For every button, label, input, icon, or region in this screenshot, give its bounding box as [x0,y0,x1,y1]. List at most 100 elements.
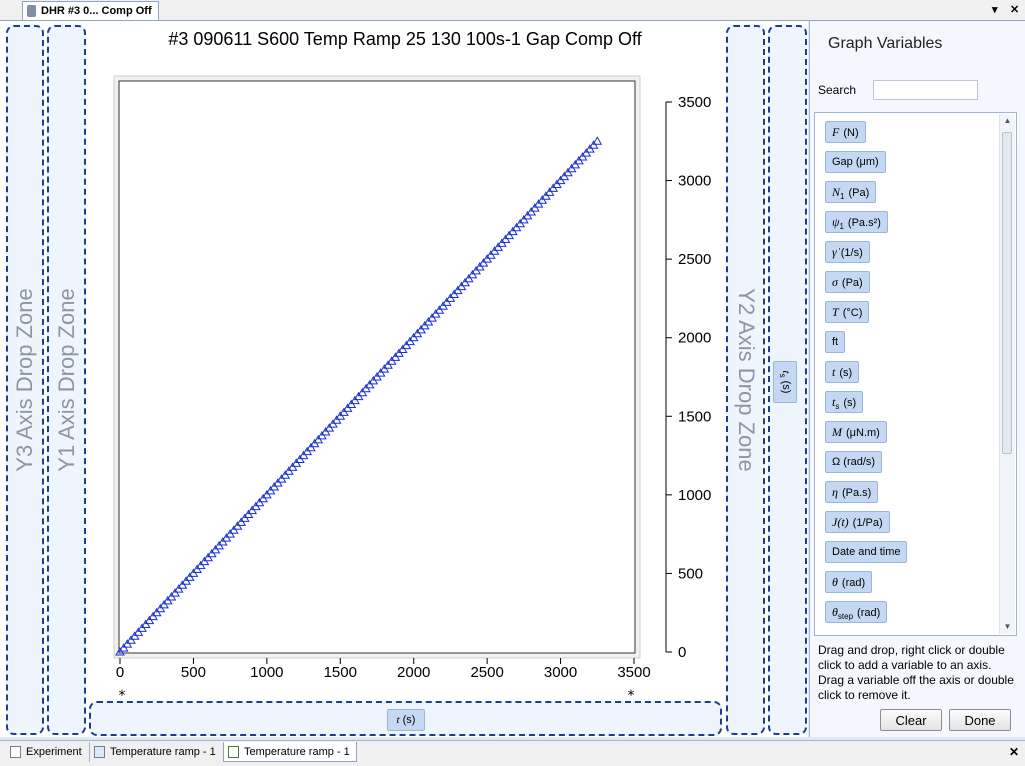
variable-chip[interactable]: ft [825,331,846,353]
corner-marks: * * [119,688,635,701]
y2-axis-drop-zone[interactable]: Y2 Axis Drop Zone [726,25,765,735]
variable-label: (Pa.s) [841,487,872,499]
variable-list: F (N) Gap (μm) N1 (Pa) ψ1 (Pa.s²) γ̇ (1/s) σ (Pa) T… [814,112,1017,636]
y3-axis-drop-zone[interactable]: Y3 Axis Drop Zone [6,25,44,735]
document-tab-label: DHR #3 0... Comp Off [41,5,152,17]
variable-label: (Pa) [848,187,870,199]
document-icon [27,5,36,17]
variable-chip[interactable]: t (s) [825,361,860,383]
variable-label: (Pa.s²) [847,217,881,229]
document-icon [10,746,21,758]
graph-icon [228,745,239,758]
variable-symbol: η [832,485,838,499]
variable-symbol: σ [832,275,838,289]
variable-chip[interactable]: J(t) (1/Pa) [825,511,890,533]
x-axis: 0 500 1000 1500 2000 2500 3000 3500 [116,658,651,681]
variable-label: Ω (rad/s) [832,456,876,468]
variable-label: (°C) [842,307,863,319]
y-tick-label: 0 [678,644,686,661]
y-right-axis-drop-zone[interactable]: ts (s) [768,25,807,735]
variable-symbol: T [832,305,839,319]
variable-label: Date and time [832,546,901,558]
variable-chip[interactable]: Ω (rad/s) [825,451,883,473]
variable-chip[interactable]: θstep (rad) [825,601,888,623]
y-tick-label: 2500 [678,251,711,268]
x-tick-label: 2500 [470,664,503,681]
variable-symbol: t [832,365,836,379]
variable-label: (Pa) [841,277,863,289]
x-tick-label: 0 [116,664,124,681]
clear-button[interactable]: Clear [880,709,942,731]
close-document-icon[interactable]: ✕ [1010,4,1020,16]
variable-symbol: γ̇ [832,245,837,259]
scroll-up-icon[interactable]: ▲ [1003,116,1012,125]
y-tick-label: 1000 [678,487,711,504]
document-tab[interactable]: DHR #3 0... Comp Off [22,1,159,20]
variable-list-scrollbar[interactable]: ▲ ▼ [999,114,1015,634]
scroll-down-icon[interactable]: ▼ [1003,622,1012,631]
variable-label: (rad) [841,577,866,589]
variable-chip[interactable]: θ (rad) [825,571,873,593]
graph-area: Y3 Axis Drop Zone Y1 Axis Drop Zone Y2 A… [0,21,808,737]
variable-chip[interactable]: F (N) [825,121,866,143]
tab-experiment[interactable]: Experiment [6,742,86,762]
graph-variables-panel: Graph Variables Search F (N) Gap (μm) N1 (Pa… [809,21,1025,737]
y-tick-label: 1500 [678,408,711,425]
panel-title: Graph Variables [828,35,943,52]
variable-chip[interactable]: ψ1 (Pa.s²) [825,211,888,233]
variable-chip[interactable]: M (μN.m) [825,421,887,443]
x-tick-label: 3500 [617,664,650,681]
tab-temperature-ramp-graph-label: Temperature ramp - 1 [244,745,350,758]
tab-temperature-ramp-table-label: Temperature ramp - 1 [110,746,216,758]
tab-temperature-ramp-graph[interactable]: Temperature ramp - 1 [223,742,357,762]
variable-symbol: N [832,185,841,199]
search-label: Search [818,83,857,97]
variable-subscript: step [837,612,854,622]
x-tick-label: 1500 [324,664,357,681]
variable-label: ft [832,336,839,348]
chart-title: #3 090611 S600 Temp Ramp 25 130 100s-1 G… [168,29,642,49]
variable-chip[interactable]: η (Pa.s) [825,481,879,503]
variable-symbol: θ [832,575,838,589]
done-button[interactable]: Done [949,709,1011,731]
y-axis: 0 500 1000 1500 2000 2500 3000 3500 [665,94,711,661]
variable-chip[interactable]: ts (s) [825,391,864,413]
variable-label: (s) [843,397,857,409]
data-series [115,136,603,656]
variable-chip[interactable]: Gap (μm) [825,151,886,173]
y-tick-label: 3000 [678,173,711,190]
variable-subscript: 1 [840,192,845,202]
x-axis-drop-zone[interactable]: t (s) [89,701,722,736]
variable-chip[interactable]: σ (Pa) [825,271,870,293]
variable-symbol: θ [832,605,838,619]
x-axis-variable-chip[interactable]: t (s) [387,709,425,731]
variable-symbol: M [832,425,842,439]
variable-chip[interactable]: T (°C) [825,301,870,323]
y-tick-label: 2000 [678,330,711,347]
x-tick-label: 500 [181,664,206,681]
tab-temperature-ramp-table[interactable]: Temperature ramp - 1 [89,742,221,762]
variable-label: (μN.m) [846,427,880,439]
y-tick-label: 3500 [678,94,711,111]
tab-experiment-label: Experiment [26,746,82,758]
variable-chip[interactable]: γ̇ (1/s) [825,241,870,263]
variable-subscript: s [835,402,840,412]
y1-axis-drop-zone[interactable]: Y1 Axis Drop Zone [47,25,86,735]
table-icon [94,746,105,758]
variable-label: (rad) [857,607,881,619]
variable-chip[interactable]: Date and time [825,541,908,563]
bottom-tab-bar: Experiment Temperature ramp - 1 Temperat… [0,740,1025,766]
variable-label: (1/Pa) [852,517,883,529]
variable-chip[interactable]: N1 (Pa) [825,181,877,203]
variable-symbol: t [832,395,836,409]
data-point [592,136,603,145]
document-tab-bar: DHR #3 0... Comp Off ▾ ✕ [0,0,1025,21]
search-input[interactable] [873,80,978,100]
variable-symbol: J(t) [832,515,849,529]
tab-dropdown-icon[interactable]: ▾ [992,4,998,16]
scroll-thumb[interactable] [1002,132,1012,454]
x-tick-label: 3000 [544,664,577,681]
y-axis-variable-chip[interactable]: ts (s) [773,361,797,403]
variable-label: (N) [843,127,859,139]
close-bottom-icon[interactable]: ✕ [1009,745,1020,759]
